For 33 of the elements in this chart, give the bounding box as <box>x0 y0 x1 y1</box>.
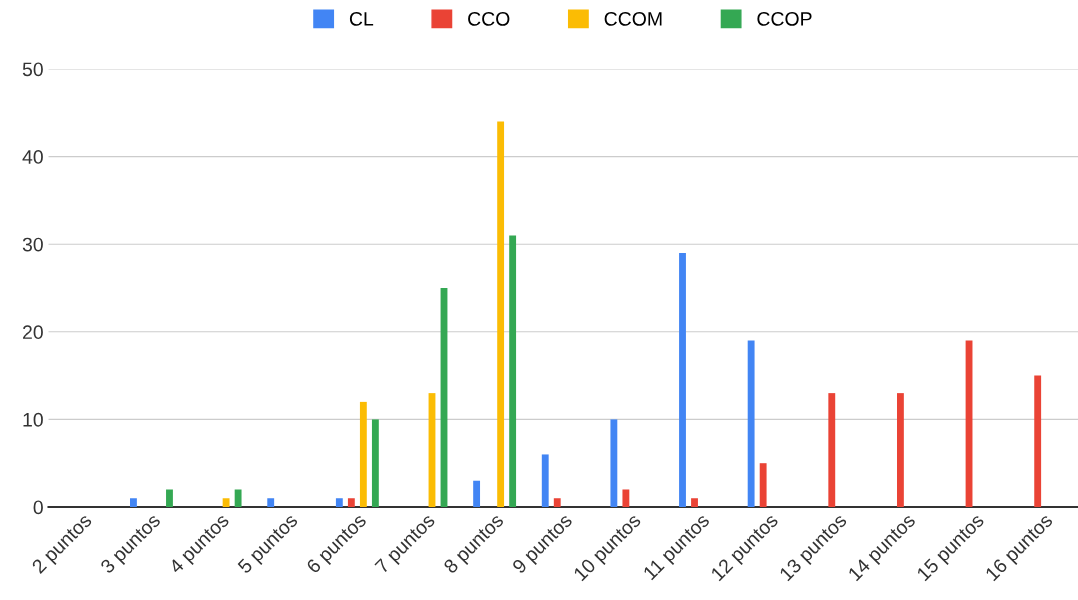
bar <box>359 401 367 507</box>
legend-label: CL <box>349 11 374 26</box>
bar <box>267 498 275 507</box>
bar <box>691 498 698 507</box>
bar <box>759 463 767 507</box>
y-tick-label: 30 <box>22 237 43 252</box>
bar <box>371 419 379 507</box>
bar <box>747 340 755 507</box>
legend-label: CCOM <box>604 11 662 26</box>
bar <box>553 498 561 507</box>
bar <box>679 252 686 507</box>
bar <box>828 393 836 507</box>
bar <box>497 121 505 507</box>
bar <box>509 235 517 507</box>
bar <box>473 480 481 507</box>
bar <box>541 454 549 507</box>
y-tick-label: 0 <box>33 500 43 515</box>
bar <box>234 489 242 507</box>
bar <box>222 498 230 507</box>
bar <box>335 498 343 507</box>
y-tick-label: 20 <box>23 325 43 340</box>
y-tick-label: 50 <box>22 62 43 77</box>
bar <box>130 498 137 507</box>
legend-label: CCO <box>468 11 510 26</box>
legend-label: CCOP <box>757 11 812 26</box>
bar <box>622 489 630 507</box>
bar <box>1034 375 1042 507</box>
bar <box>166 489 173 507</box>
y-tick-label: 10 <box>23 412 43 427</box>
bar <box>896 393 904 507</box>
y-tick-label: 40 <box>22 150 43 164</box>
bar <box>610 419 618 507</box>
bar <box>347 498 355 507</box>
